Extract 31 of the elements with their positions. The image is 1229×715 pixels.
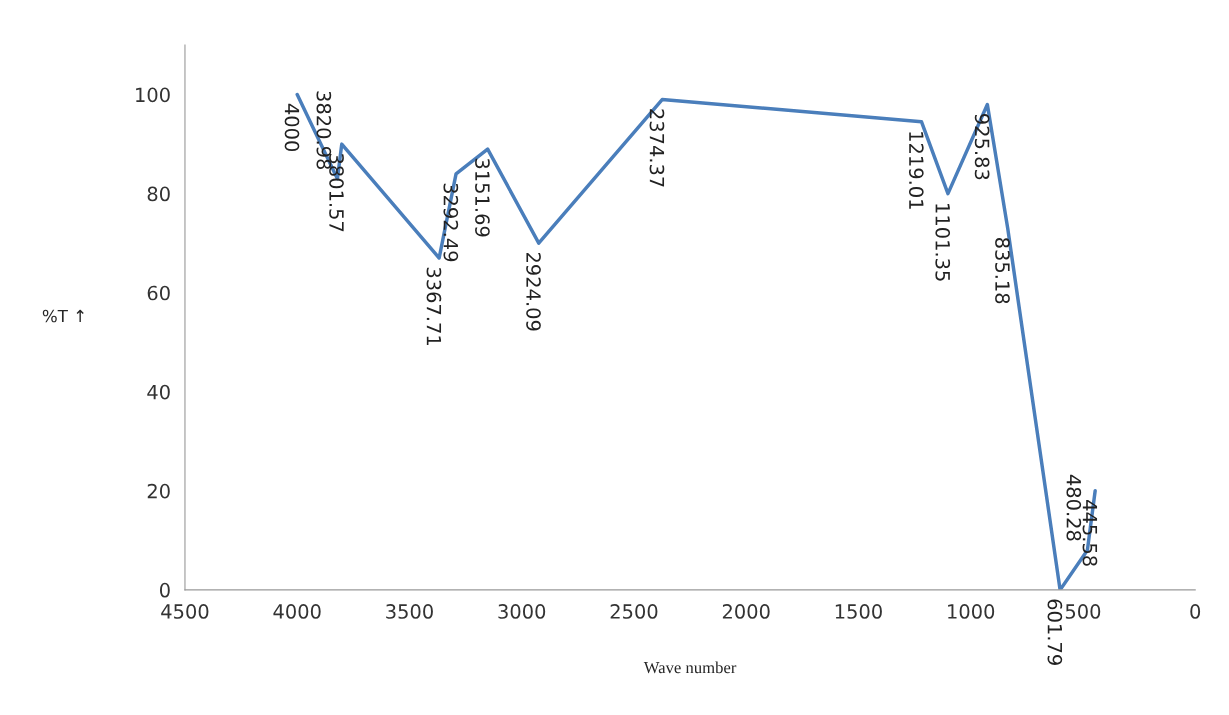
text: 3292.49: [443, 183, 459, 262]
x-tick-label: 1500: [835, 604, 882, 619]
x-tick-label: 3000: [498, 604, 546, 619]
y-tick-label: 0: [159, 582, 170, 598]
text: 2374.37: [649, 109, 665, 187]
x-tick-label: 4500: [161, 604, 209, 619]
y-tick-label: 40: [147, 384, 170, 400]
x-tick-label: 2000: [722, 604, 770, 619]
text: 1219.01: [908, 132, 924, 209]
x-tick-label: 500: [1065, 604, 1101, 619]
text: 1101.35: [935, 204, 951, 281]
text: 3151.69: [475, 158, 490, 237]
text: 4000: [284, 103, 300, 152]
x-tick-label: 4000: [273, 604, 321, 619]
text: 3367.71: [426, 267, 442, 345]
text: 835.18: [995, 237, 1010, 304]
text: 925.83: [974, 114, 990, 180]
x-tick-label: 0: [1190, 604, 1201, 619]
text: 601.79: [1047, 599, 1063, 665]
y-tick-label: 80: [147, 186, 170, 202]
text: 480.28: [1066, 474, 1082, 541]
y-tick-label: 100: [136, 87, 170, 103]
x-tick-label: 3500: [386, 604, 433, 619]
x-tick-label: 2500: [610, 604, 658, 619]
text: 445.58: [1082, 500, 1098, 566]
y-tick-label: 20: [147, 483, 170, 499]
text: 2924.09: [526, 252, 541, 331]
x-axis-title: Wave number: [643, 661, 737, 674]
y-axis-title: %T ↑: [42, 309, 84, 323]
x-tick-label: 1000: [948, 604, 995, 619]
y-tick-label: 60: [147, 285, 170, 301]
